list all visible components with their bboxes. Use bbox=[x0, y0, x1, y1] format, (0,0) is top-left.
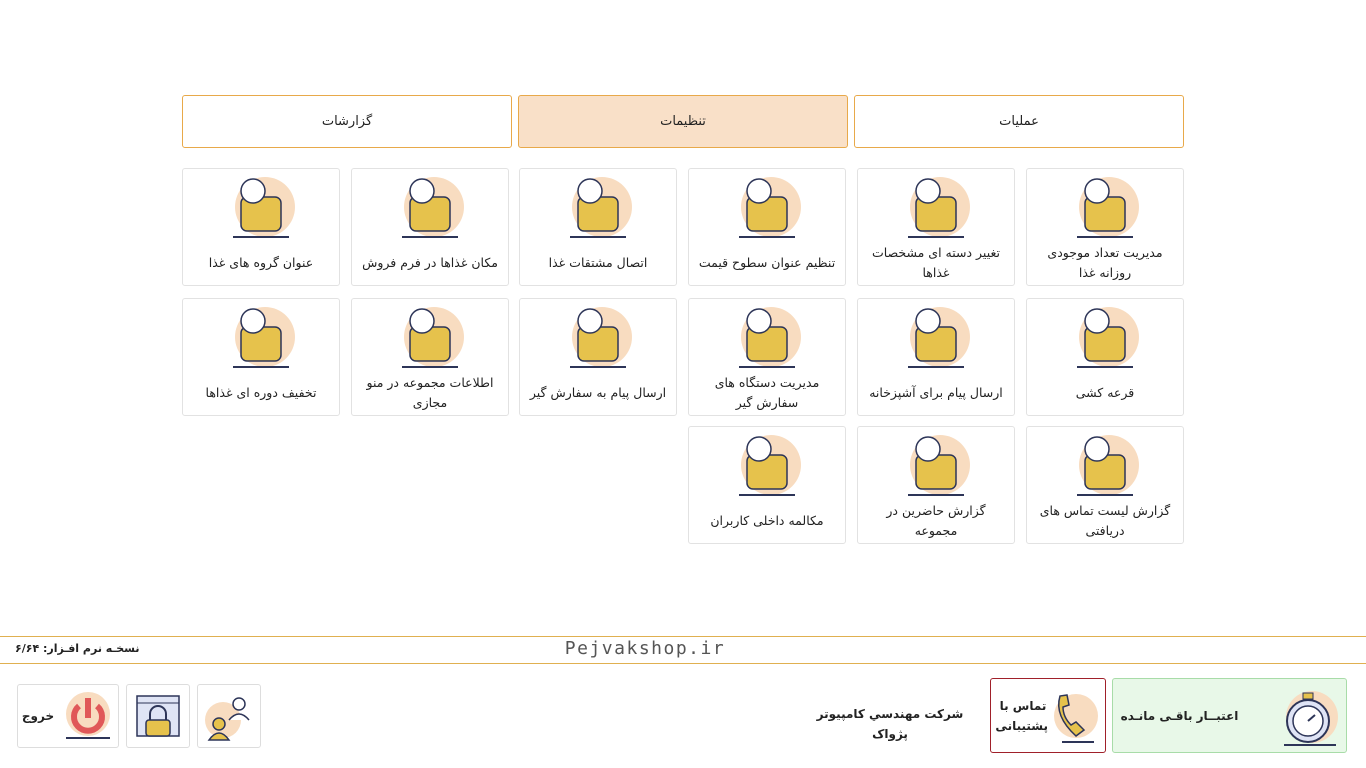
remaining-credit-label: اعتبــار باقـی مانـده bbox=[1120, 708, 1239, 723]
contact-support-button[interactable]: تماس با پشتیبانی bbox=[990, 678, 1106, 753]
chicken-discount-icon bbox=[233, 307, 295, 368]
contact-support-label: تماس با پشتیبانی bbox=[995, 698, 1048, 733]
call-list-icon bbox=[1077, 435, 1139, 496]
attendance-icon bbox=[908, 435, 970, 496]
tab-reports[interactable]: گزارشات bbox=[182, 95, 512, 148]
card-label: ارسال پیام برای آشپزخانه bbox=[869, 385, 1003, 400]
phone-icon bbox=[1054, 693, 1098, 743]
card-label: گزارش حاضرین در مجموعه bbox=[886, 503, 986, 538]
card-fries-drink[interactable]: اتصال مشتقات غذا bbox=[519, 168, 677, 286]
card-price-levels[interactable]: تنظیم عنوان سطوح قیمت bbox=[688, 168, 846, 286]
lock-screen-icon bbox=[136, 695, 180, 737]
card-label: مدیریت دستگاه های سفارش گیر bbox=[714, 375, 820, 410]
envelope-arrow-icon bbox=[908, 307, 970, 368]
remaining-credit-button[interactable]: اعتبــار باقـی مانـده bbox=[1112, 678, 1347, 753]
card-label: تغییر دسته ای مشخصات غذاها bbox=[872, 245, 1000, 280]
chicken-100-icon bbox=[1077, 177, 1139, 238]
card-label: گزارش لیست تماس های دریافتی bbox=[1039, 503, 1171, 538]
building-info-icon bbox=[402, 307, 464, 368]
company-name: شرکت مهندسي کامپيوتر پژواک bbox=[816, 707, 964, 741]
site-url: Pejvakshop.ir bbox=[564, 638, 726, 659]
lottery-icon bbox=[1077, 307, 1139, 368]
card-label: اتصال مشتقات غذا bbox=[548, 255, 648, 270]
card-label: اطلاعات مجموعه در منو مجازی bbox=[366, 375, 494, 410]
switch-user-button[interactable] bbox=[197, 684, 261, 748]
card-label: عنوان گروه های غذا bbox=[208, 255, 314, 270]
card-label: تخفیف دوره ای غذاها bbox=[205, 385, 317, 400]
exit-label: خروج bbox=[21, 709, 55, 723]
waiter-message-icon bbox=[570, 307, 632, 368]
card-label: قرعه کشی bbox=[1075, 385, 1135, 400]
power-icon bbox=[66, 692, 111, 739]
chicken-gear-icon bbox=[908, 177, 970, 238]
card-chicken-gear[interactable]: تغییر دسته ای مشخصات غذاها bbox=[857, 168, 1015, 286]
card-building-info[interactable]: اطلاعات مجموعه در منو مجازی bbox=[351, 298, 509, 416]
chat-users-icon bbox=[739, 435, 801, 496]
fries-drink-icon bbox=[570, 177, 632, 238]
tab-settings[interactable]: تنظیمات bbox=[518, 95, 848, 148]
chicken-title-icon bbox=[233, 177, 295, 238]
card-label: مکان غذاها در فرم فروش bbox=[362, 255, 498, 270]
exit-button[interactable]: خروج bbox=[17, 684, 119, 748]
card-envelope-arrow[interactable]: ارسال پیام برای آشپزخانه bbox=[857, 298, 1015, 416]
card-layout[interactable]: مکان غذاها در فرم فروش bbox=[351, 168, 509, 286]
card-attendance[interactable]: گزارش حاضرین در مجموعه bbox=[857, 426, 1015, 544]
lock-button[interactable] bbox=[126, 684, 190, 748]
card-label: مکالمه داخلی کاربران bbox=[710, 513, 824, 528]
stopwatch-icon bbox=[1284, 690, 1339, 746]
card-lottery[interactable]: قرعه کشی bbox=[1026, 298, 1184, 416]
card-call-list[interactable]: گزارش لیست تماس های دریافتی bbox=[1026, 426, 1184, 544]
card-chicken-title[interactable]: عنوان گروه های غذا bbox=[182, 168, 340, 286]
card-label: تنظیم عنوان سطوح قیمت bbox=[698, 255, 836, 270]
card-label: ارسال پیام به سفارش گیر bbox=[529, 385, 667, 400]
switch-user-icon bbox=[205, 697, 250, 741]
tab-operations[interactable]: عملیات bbox=[854, 95, 1184, 148]
software-version: نسخـه نرم افـزار: ۶/۶۴ bbox=[15, 642, 140, 655]
card-pos-device[interactable]: مدیریت دستگاه های سفارش گیر bbox=[688, 298, 846, 416]
divider bbox=[0, 636, 1366, 637]
layout-icon bbox=[402, 177, 464, 238]
card-label: مدیریت تعداد موجودی روزانه غذا bbox=[1047, 245, 1163, 280]
pos-device-icon bbox=[739, 307, 801, 368]
card-chat-users[interactable]: مکالمه داخلی کاربران bbox=[688, 426, 846, 544]
price-levels-icon bbox=[739, 177, 801, 238]
divider bbox=[0, 663, 1366, 664]
card-waiter-message[interactable]: ارسال پیام به سفارش گیر bbox=[519, 298, 677, 416]
card-chicken-100[interactable]: مدیریت تعداد موجودی روزانه غذا bbox=[1026, 168, 1184, 286]
card-chicken-discount[interactable]: تخفیف دوره ای غذاها bbox=[182, 298, 340, 416]
